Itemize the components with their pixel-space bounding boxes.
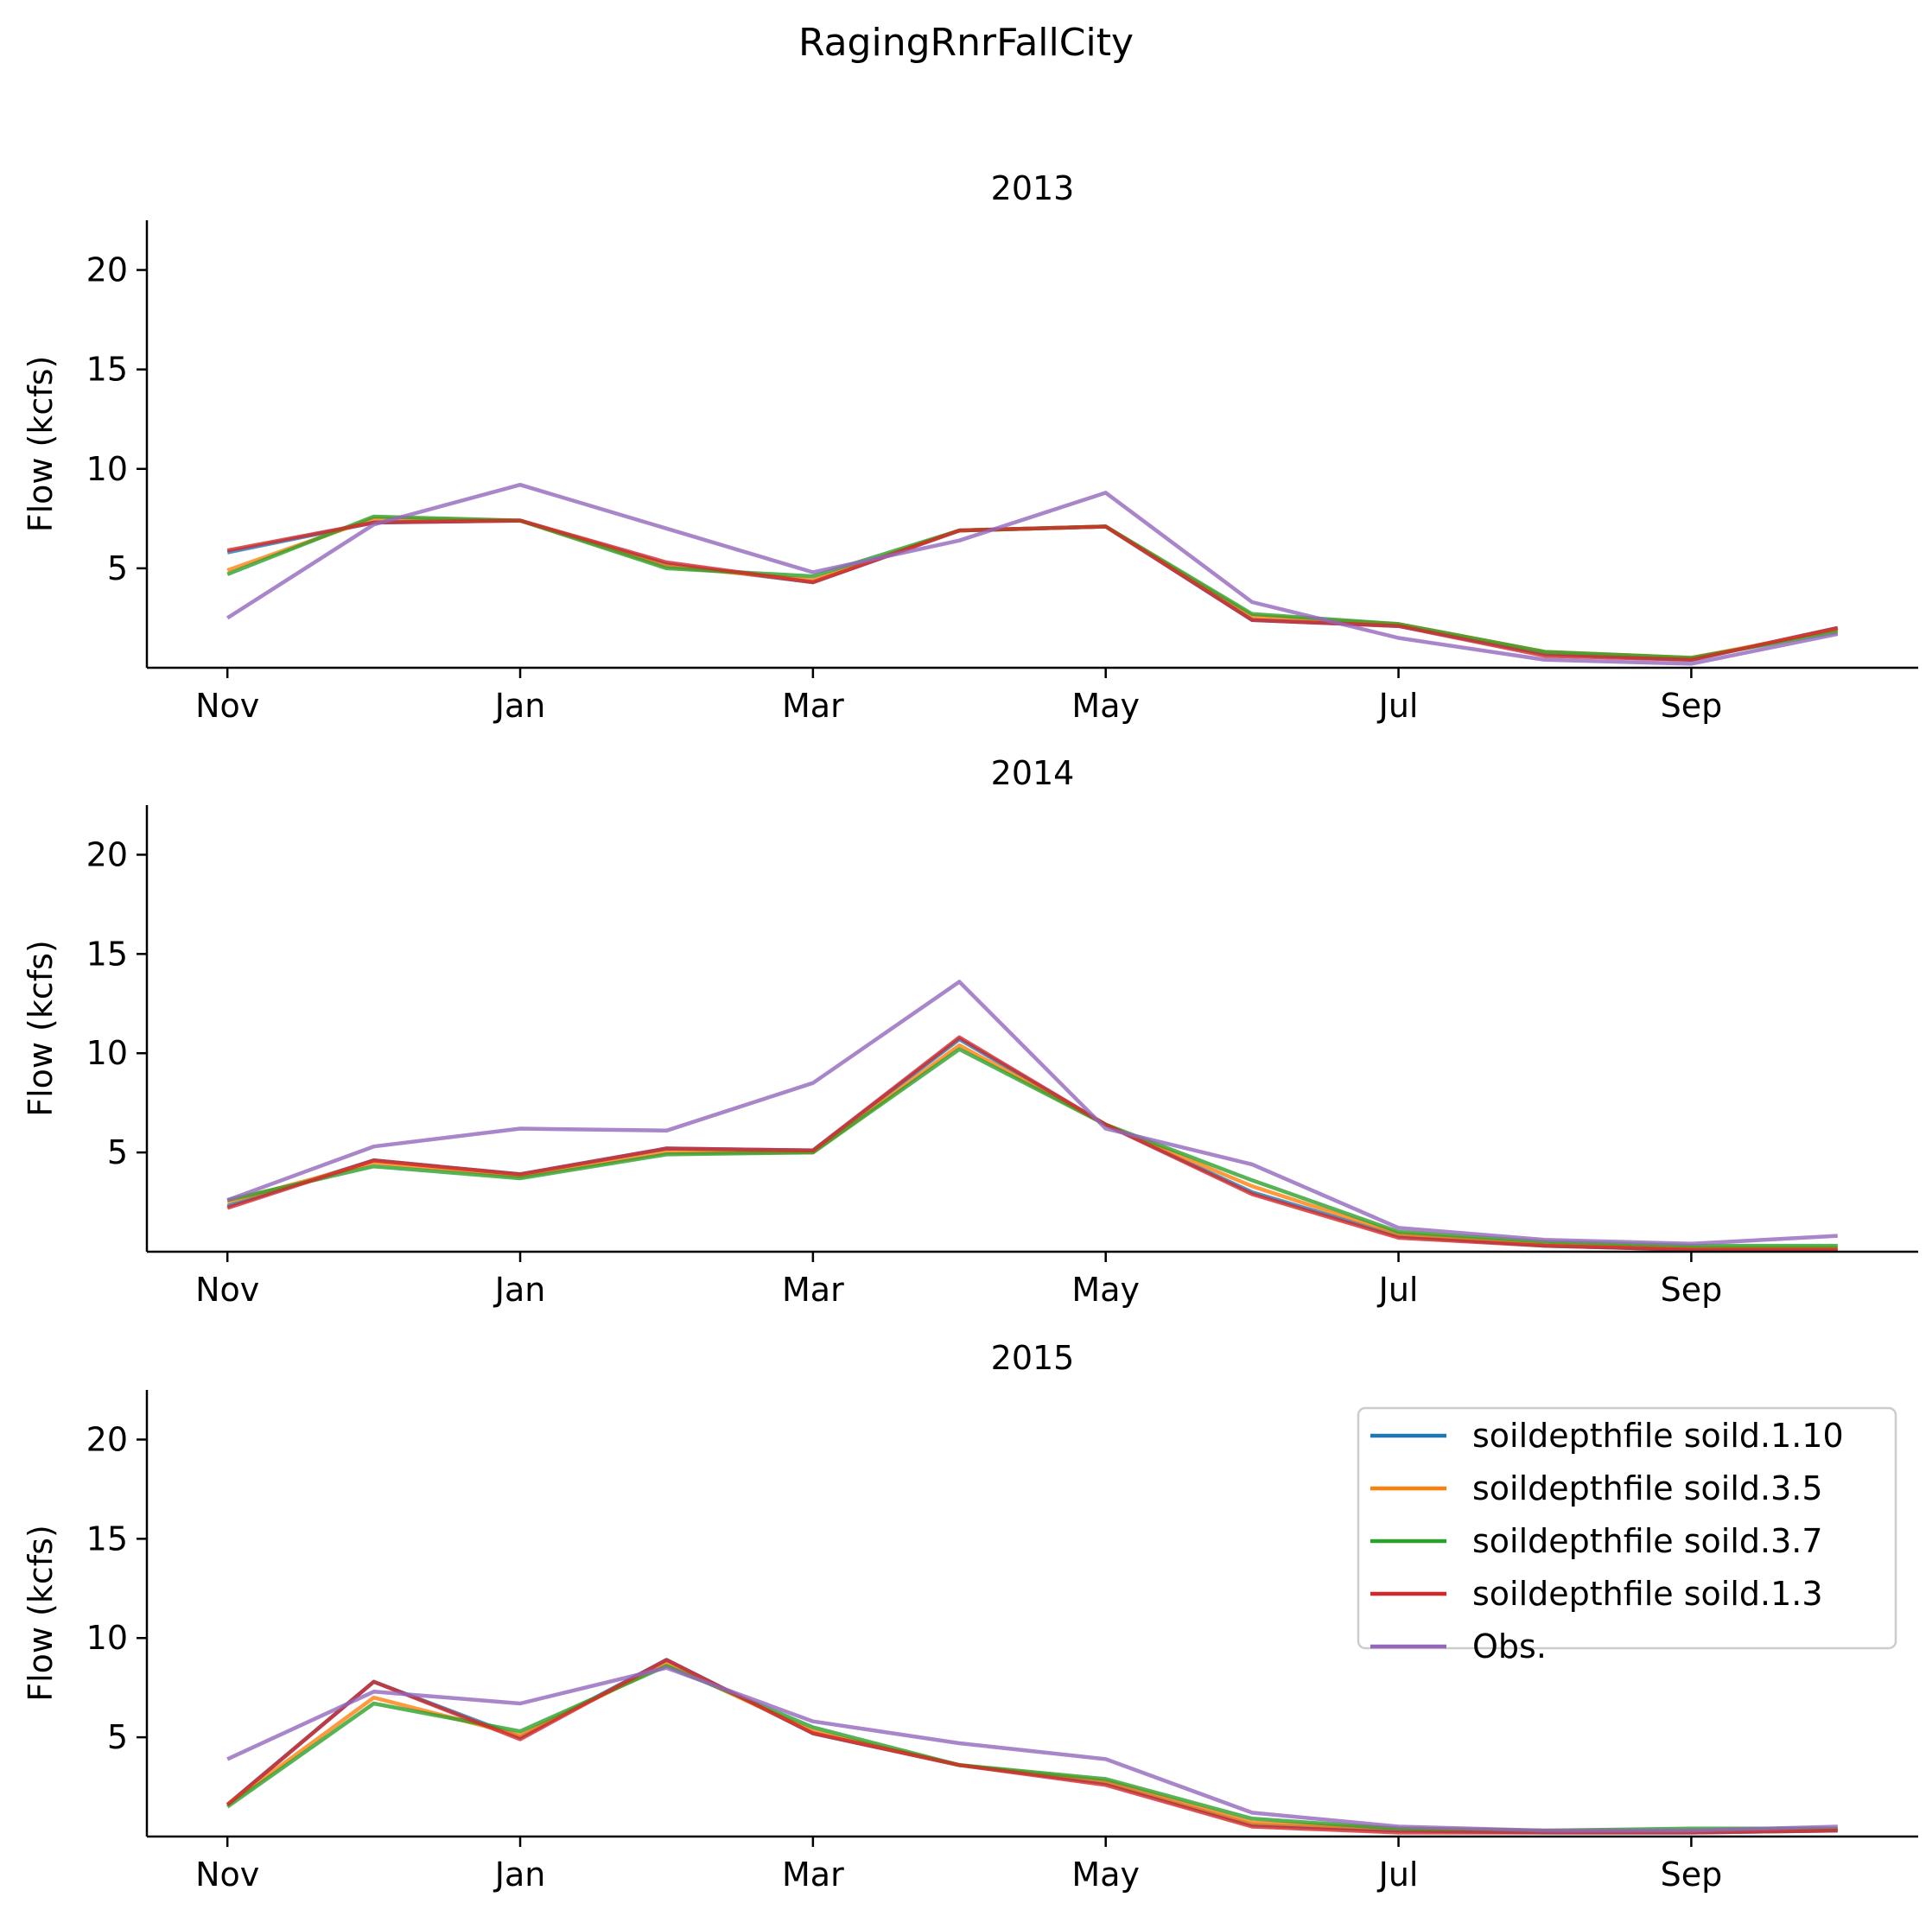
legend-label: soildepthfile soild.3.7 [1472,1522,1823,1560]
x-tick-label: Sep [1661,1856,1723,1894]
series-line-soildepthfile-soild-3-7 [226,1664,1838,1833]
y-tick-label: 20 [86,251,128,289]
y-tick-label: 20 [86,835,128,873]
subplot-title: 2013 [991,169,1075,207]
x-tick-label: Mar [782,1271,844,1309]
x-tick-label: Nov [195,1856,259,1894]
y-tick-label: 10 [86,1619,128,1657]
subplot-2013: 2013 Flow (kcfs) 5 10 15 20 Nov Jan Mar May Jul Sep [22,169,1918,725]
subplot-title: 2014 [991,754,1075,792]
y-tick-label: 5 [107,1133,128,1171]
y-tick-label: 15 [86,351,128,389]
x-tick-label: May [1071,1271,1140,1309]
x-tick-label: Jan [493,1856,546,1894]
y-tick-label: 5 [107,549,128,587]
legend-label: soildepthfile soild.1.10 [1472,1417,1844,1455]
subplot-2014: 2014 Flow (kcfs) 5 10 15 20 Nov Jan Mar May Jul Sep [22,754,1918,1309]
subplots-group: 2013 Flow (kcfs) 5 10 15 20 Nov Jan Mar May Jul Sep… [22,169,1918,1894]
x-tick-label: Jul [1377,1856,1419,1894]
x-tick-label: May [1071,687,1140,725]
series-line-soildepthfile-soild-3-5 [226,1661,1838,1833]
y-axis-label: Flow (kcfs) [22,1525,60,1702]
legend-frame [1357,1406,1897,1650]
series-line-obs- [226,482,1839,666]
x-tick-label: Nov [195,1271,259,1309]
series-line-obs- [226,980,1838,1247]
x-tick-label: Jul [1377,1271,1419,1309]
series-line-soildepthfile-soild-1-10 [226,1658,1838,1835]
series-line-soildepthfile-soild-3-7 [226,1047,1838,1248]
series-line-soildepthfile-soild-1-10 [226,518,1839,663]
series-line-soildepthfile-soild-1-10 [226,1037,1838,1252]
x-tick-label: Sep [1661,1271,1723,1309]
y-tick-label: 15 [86,935,128,973]
series-line-soildepthfile-soild-3-7 [226,514,1839,660]
legend-label: soildepthfile soild.3.5 [1472,1469,1823,1507]
y-tick-label: 10 [86,1034,128,1072]
y-tick-label: 20 [86,1420,128,1458]
series-line-soildepthfile-soild-3-5 [226,1043,1838,1250]
series-line-obs- [226,1665,1838,1833]
x-tick-label: Jan [493,687,546,725]
x-tick-label: Mar [782,687,844,725]
subplot-title: 2015 [991,1339,1075,1377]
y-axis-label: Flow (kcfs) [22,940,60,1117]
legend-label: Obs. [1472,1627,1547,1665]
y-tick-label: 15 [86,1519,128,1558]
x-tick-label: Sep [1661,687,1723,725]
series-line-soildepthfile-soild-3-5 [226,517,1839,660]
legend: soildepthfile soild.1.10 soildepthfile so… [1357,1406,1897,1665]
y-tick-label: 5 [107,1718,128,1756]
series-line-soildepthfile-soild-1-3 [226,518,1839,663]
subplot-2015: 2015 Flow (kcfs) 5 10 15 20 Nov Jan Mar May Jul Sep [22,1339,1918,1894]
x-tick-label: Jul [1377,687,1419,725]
x-tick-label: Jan [493,1271,546,1309]
series-line-soildepthfile-soild-1-3 [226,1658,1838,1835]
y-axis-label: Flow (kcfs) [22,356,60,533]
figure-suptitle: RagingRnrFallCity [798,21,1134,65]
series-line-soildepthfile-soild-1-3 [226,1035,1838,1252]
x-tick-label: Nov [195,687,259,725]
y-tick-label: 10 [86,450,128,488]
x-tick-label: Mar [782,1856,844,1894]
x-tick-label: May [1071,1856,1140,1894]
legend-label: soildepthfile soild.1.3 [1472,1575,1823,1613]
